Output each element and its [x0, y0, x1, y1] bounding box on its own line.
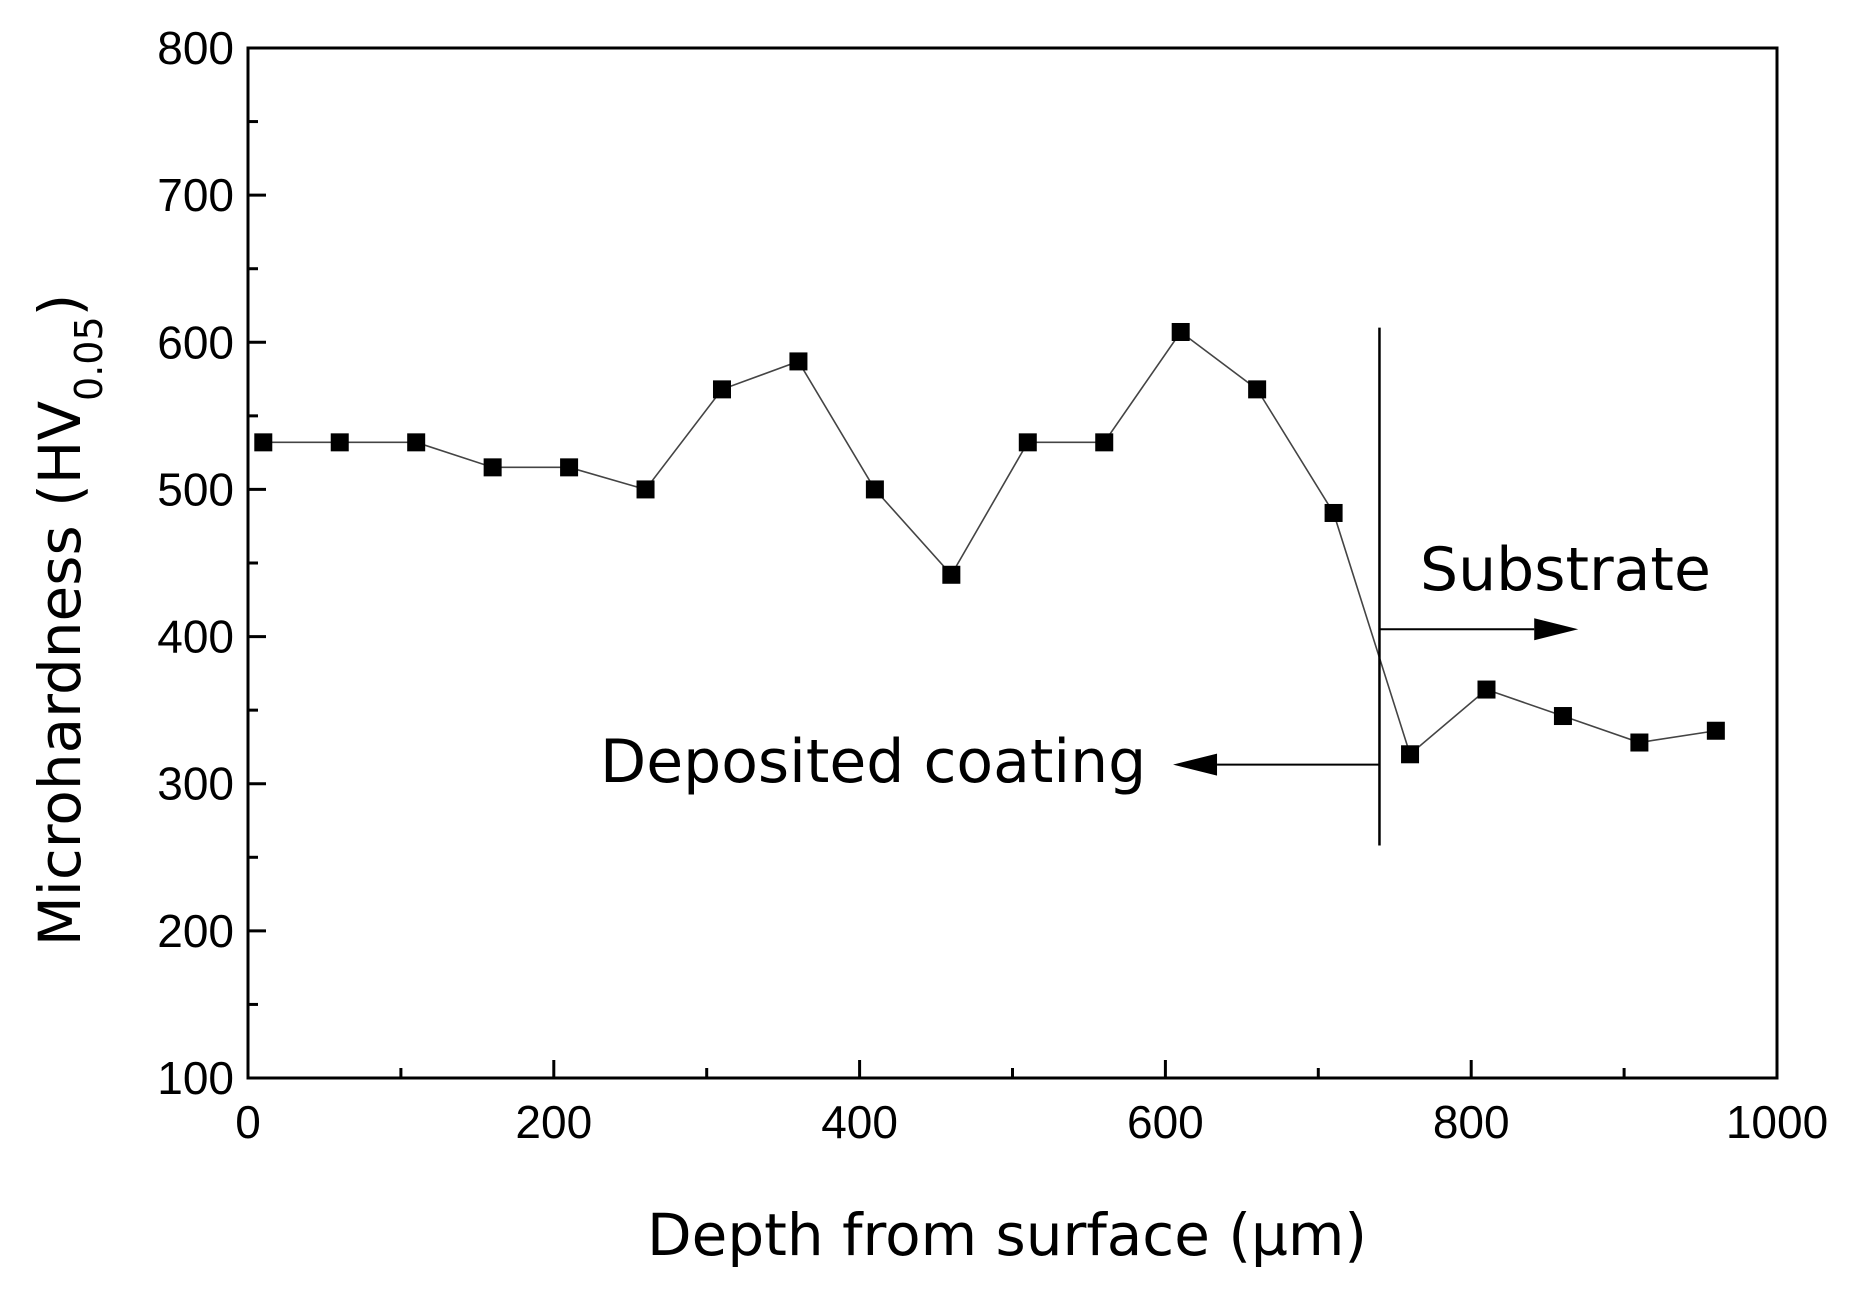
data-point — [865, 480, 884, 499]
data-point — [1248, 380, 1267, 399]
data-point — [1095, 433, 1114, 452]
x-tick-label: 400 — [821, 1096, 898, 1148]
data-point — [1630, 733, 1649, 752]
x-axis-title: Depth from surface (µm) — [647, 1201, 1367, 1269]
data-point — [1018, 433, 1037, 452]
x-tick-label: 1000 — [1726, 1096, 1828, 1148]
data-point — [1706, 721, 1725, 740]
x-tick-label: 600 — [1127, 1096, 1204, 1148]
data-point — [254, 433, 273, 452]
y-tick-label: 200 — [157, 905, 234, 957]
data-point — [1401, 745, 1420, 764]
data-point — [560, 458, 579, 477]
series-line — [263, 330, 1716, 756]
y-axis-title: Microhardness (HV0.05) — [26, 294, 111, 947]
data-point — [330, 433, 349, 452]
data-point — [1477, 680, 1496, 699]
deposited-coating-label: Deposited coating — [600, 727, 1146, 797]
data-point — [407, 433, 426, 452]
substrate-arrow-head — [1534, 618, 1579, 641]
y-tick-label: 500 — [157, 463, 234, 515]
data-point — [1324, 503, 1343, 522]
y-tick-label: 300 — [157, 758, 234, 810]
data-point — [1553, 707, 1572, 726]
data-point — [1171, 322, 1190, 341]
data-point — [483, 458, 502, 477]
x-tick-label: 0 — [235, 1096, 261, 1148]
y-tick-label: 700 — [157, 169, 234, 221]
x-tick-label: 200 — [515, 1096, 592, 1148]
data-point — [636, 480, 655, 499]
y-tick-label: 400 — [157, 611, 234, 663]
coating-arrow-head — [1173, 753, 1218, 776]
y-tick-label: 800 — [157, 22, 234, 74]
data-point — [712, 380, 731, 399]
data-point — [942, 565, 961, 584]
y-tick-label: 100 — [157, 1052, 234, 1104]
x-tick-label: 800 — [1433, 1096, 1510, 1148]
data-point — [789, 352, 808, 371]
y-tick-label: 600 — [157, 316, 234, 368]
substrate-label: Substrate — [1420, 535, 1711, 605]
